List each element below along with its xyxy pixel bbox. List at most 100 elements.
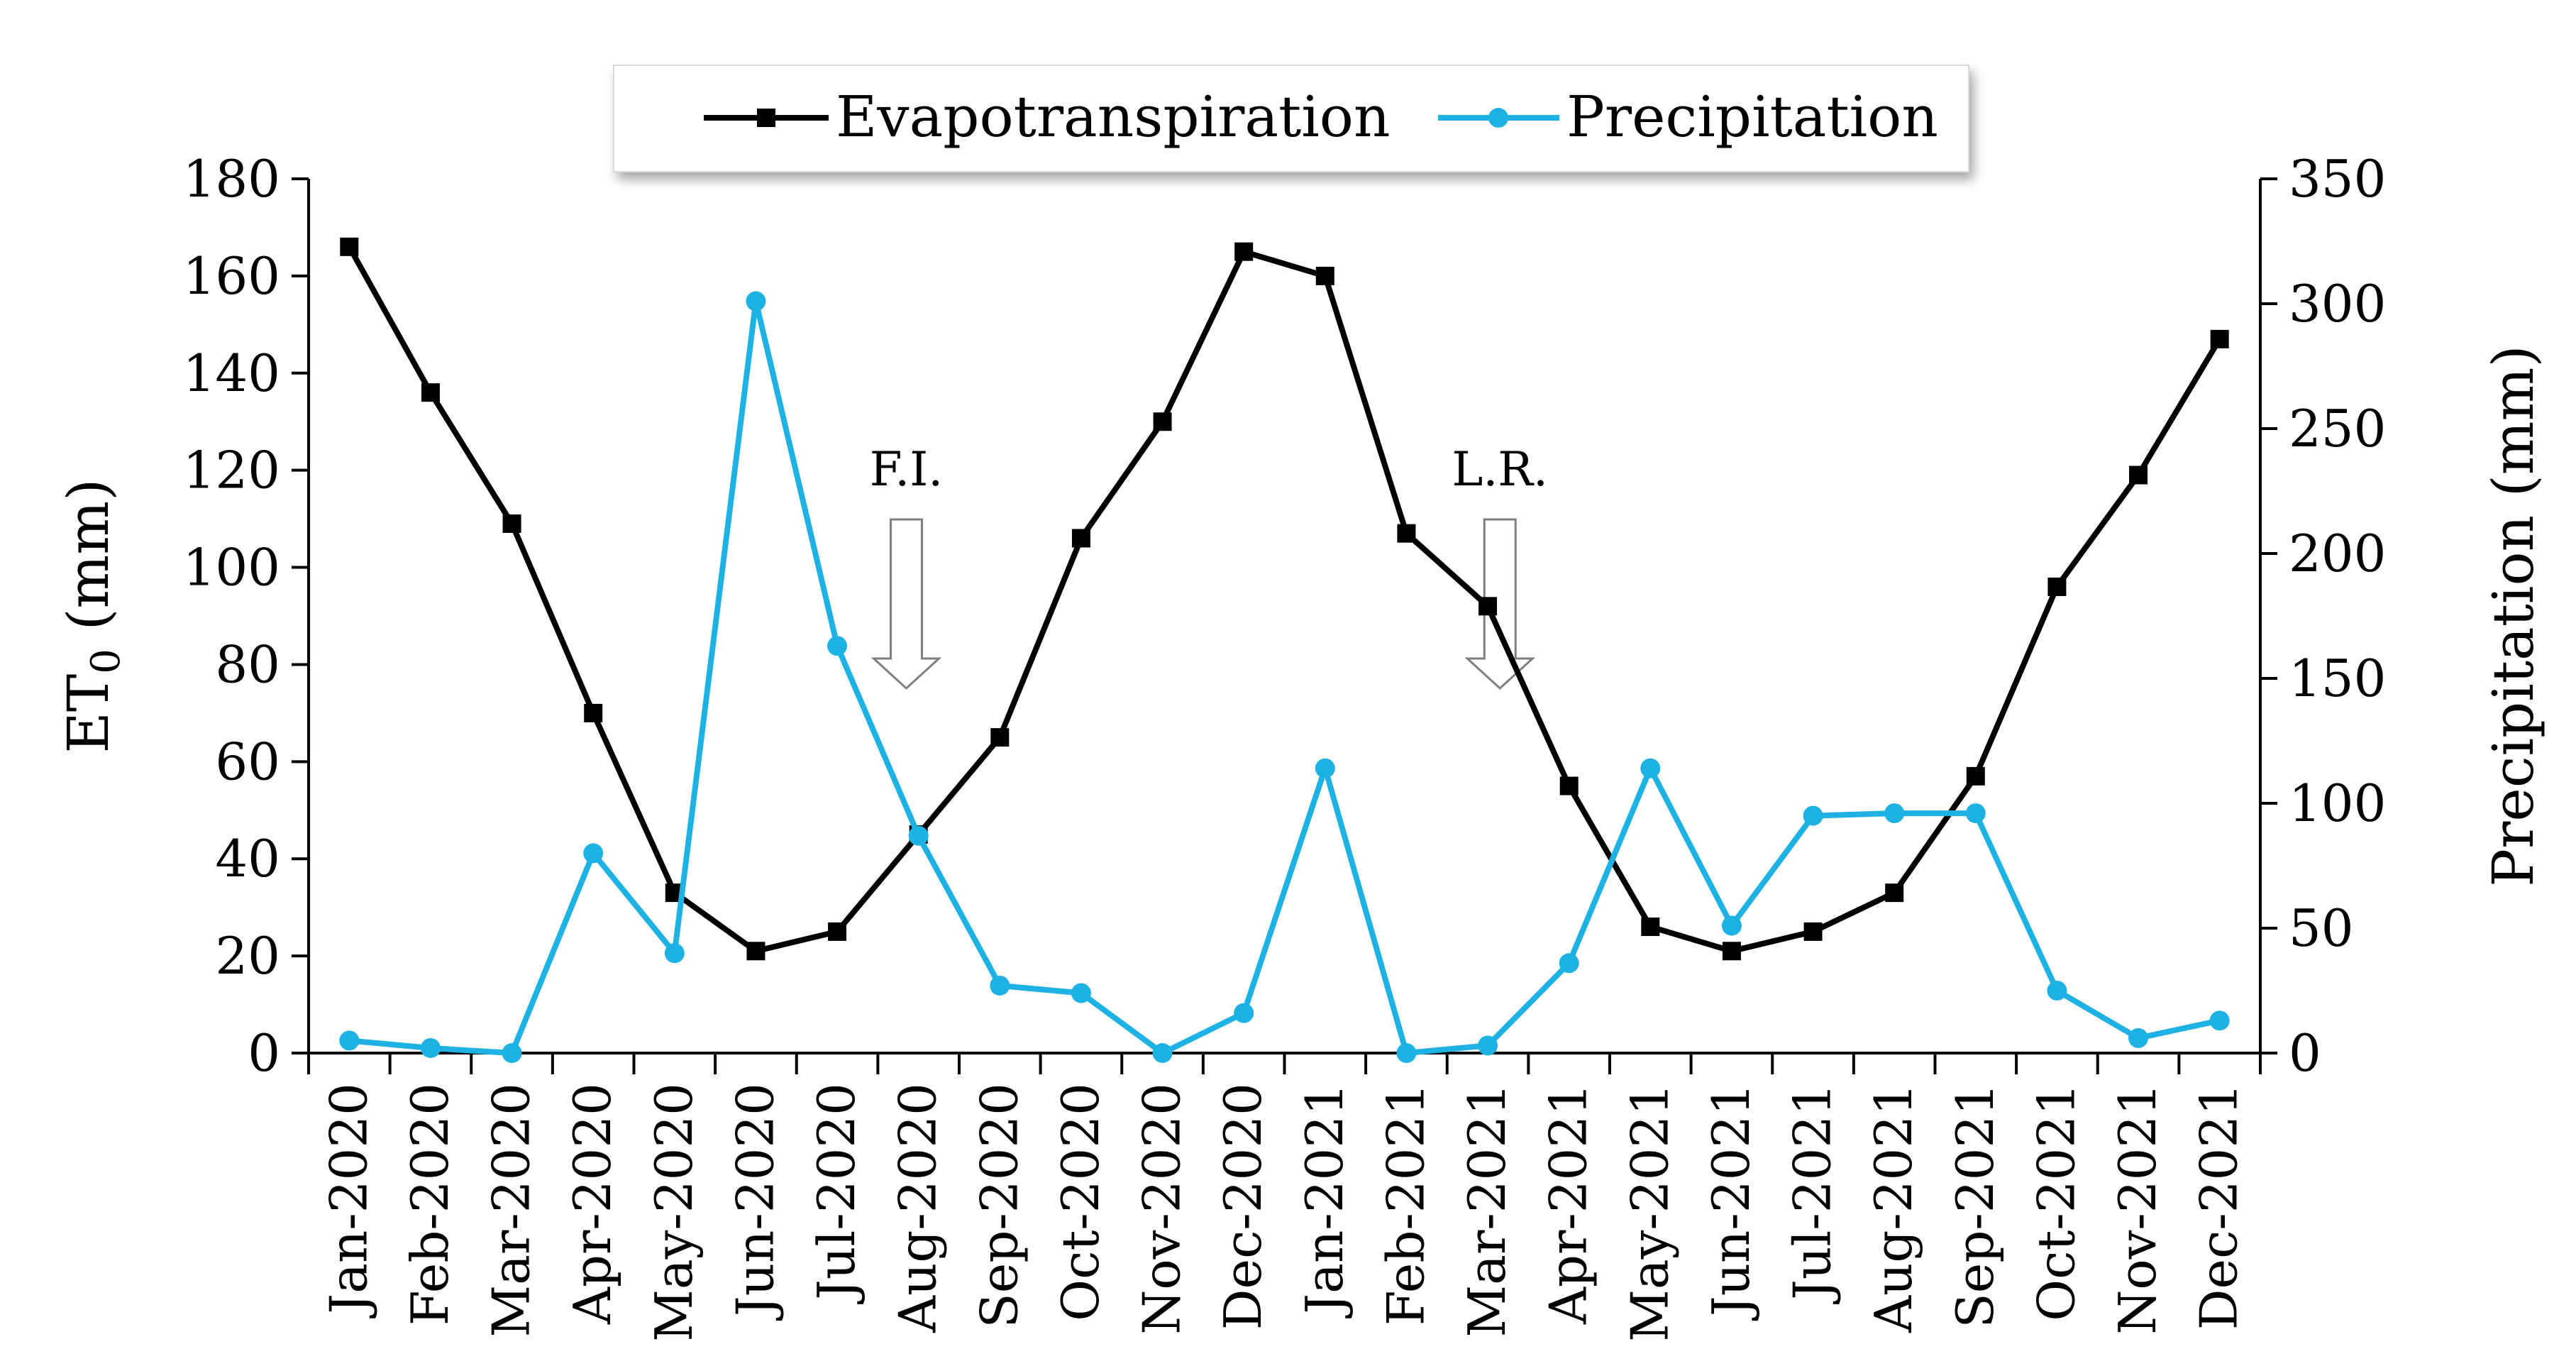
legend-label-evapotranspiration: Evapotranspiration [836, 84, 1390, 150]
y-axis-left-title: ET0 (mm) [55, 479, 129, 754]
x-category-label: Aug-2021 [1864, 1083, 1923, 1333]
point-precipitation [339, 1030, 360, 1051]
y-right-tick-label: 0 [2289, 1023, 2321, 1083]
point-precipitation [746, 291, 766, 312]
x-category-label: Apr-2021 [1539, 1083, 1598, 1325]
y-axis-right-title: Precipitation (mm) [2480, 345, 2546, 886]
point-precipitation [2128, 1028, 2149, 1048]
x-category-label: May-2021 [1620, 1083, 1679, 1342]
y-left-tick-label: 60 [215, 732, 280, 791]
point-precipitation [1478, 1035, 1498, 1056]
legend-label-precipitation: Precipitation [1566, 84, 1938, 150]
point-evapotranspiration [340, 237, 359, 256]
annotation-label-0: F.I. [870, 442, 944, 497]
point-evapotranspiration [990, 728, 1010, 747]
point-precipitation [1559, 953, 1579, 974]
point-precipitation [1803, 805, 1823, 826]
point-precipitation [1884, 803, 1905, 824]
x-category-label: Nov-2021 [2108, 1083, 2167, 1335]
x-category-label: Mar-2020 [482, 1083, 541, 1338]
y-right-tick-label: 250 [2289, 399, 2386, 458]
axes [307, 179, 2262, 1054]
x-category-label: Feb-2021 [1376, 1083, 1435, 1326]
point-evapotranspiration [2210, 329, 2229, 348]
y-left-tick-label: 40 [215, 829, 280, 888]
point-evapotranspiration [2129, 466, 2148, 485]
x-category-label: Sep-2021 [1945, 1083, 2005, 1328]
x-category-label: Feb-2020 [400, 1083, 460, 1326]
point-precipitation [1152, 1043, 1173, 1063]
series-line-precipitation [348, 298, 2221, 1056]
x-category-label: Jun-2020 [725, 1083, 785, 1321]
point-evapotranspiration [1397, 524, 1416, 543]
point-precipitation [502, 1043, 522, 1063]
point-precipitation [990, 975, 1010, 996]
point-precipitation [1965, 803, 1986, 824]
y-axis-left-ticks: 0 20 40 60 80 100 120 140 160 180 [183, 149, 309, 1083]
series-line-evapotranspiration [346, 245, 2223, 954]
y-left-tick-label: 100 [183, 538, 280, 597]
point-evapotranspiration [1803, 922, 1823, 941]
point-precipitation [2047, 981, 2067, 1001]
x-category-label: May-2020 [644, 1083, 704, 1342]
point-evapotranspiration [1478, 597, 1498, 616]
point-evapotranspiration [1966, 766, 1985, 786]
x-category-label: Oct-2021 [2026, 1083, 2086, 1321]
y-right-tick-label: 50 [2289, 898, 2354, 958]
y-left-tick-label: 180 [183, 149, 280, 209]
point-evapotranspiration [421, 383, 440, 402]
point-evapotranspiration [1315, 266, 1334, 285]
annotation-arrow-1 [1464, 518, 1536, 690]
y-left-tick-label: 140 [183, 343, 280, 403]
x-category-label: Sep-2020 [969, 1083, 1029, 1328]
point-evapotranspiration [746, 942, 765, 961]
point-precipitation [1396, 1043, 1417, 1063]
x-category-label: Jan-2021 [1295, 1083, 1354, 1319]
annotations: F.I. L.R. [870, 442, 1548, 690]
point-evapotranspiration [502, 514, 521, 533]
x-category-label: Jul-2021 [1783, 1083, 1842, 1305]
x-category-label: Mar-2021 [1457, 1083, 1517, 1338]
annotation-arrow-0 [870, 518, 942, 690]
legend: Evapotranspiration Precipitation [613, 65, 1969, 172]
point-precipitation [1234, 1003, 1254, 1023]
legend-box [613, 65, 1969, 172]
point-evapotranspiration [1153, 412, 1172, 431]
x-category-label: Oct-2020 [1051, 1083, 1110, 1321]
y-right-tick-label: 300 [2289, 274, 2386, 334]
point-precipitation [583, 843, 604, 864]
point-evapotranspiration [1559, 776, 1579, 795]
x-category-label: Dec-2021 [2189, 1083, 2249, 1330]
x-category-label: Jun-2021 [1701, 1083, 1761, 1321]
y-left-tick-label: 20 [215, 926, 280, 986]
y-right-tick-label: 150 [2289, 649, 2386, 708]
y-left-tick-label: 160 [183, 246, 280, 306]
y-left-tick-label: 0 [248, 1023, 280, 1083]
y-right-tick-label: 350 [2289, 149, 2386, 209]
y-axis-right-ticks: 0 50 100 150 200 250 300 350 [2260, 149, 2386, 1083]
point-precipitation [2209, 1010, 2230, 1031]
point-precipitation [908, 825, 929, 846]
x-axis-ticks: Jan-2020 Feb-2020 Mar-2020 Apr-2020 May-2020… [307, 1053, 2262, 1342]
y-right-tick-label: 100 [2289, 773, 2386, 833]
point-evapotranspiration [828, 922, 847, 941]
point-precipitation [1640, 758, 1661, 778]
point-precipitation [1071, 983, 1091, 1003]
point-evapotranspiration [1641, 918, 1660, 937]
y-left-tick-label: 80 [215, 634, 280, 694]
y-left-tick-label: 120 [183, 441, 280, 500]
y-right-tick-label: 200 [2289, 524, 2386, 583]
point-evapotranspiration [1722, 942, 1741, 961]
point-evapotranspiration [584, 703, 603, 722]
x-category-label: Dec-2020 [1213, 1083, 1273, 1330]
annotation-label-1: L.R. [1452, 442, 1548, 497]
legend-marker-evapotranspiration [757, 109, 775, 127]
point-precipitation [420, 1037, 441, 1058]
point-precipitation [827, 636, 848, 656]
point-evapotranspiration [2047, 577, 2067, 596]
x-category-label: Aug-2020 [888, 1083, 948, 1333]
x-category-label: Nov-2020 [1132, 1083, 1192, 1335]
x-category-label: Jul-2020 [807, 1083, 866, 1305]
point-evapotranspiration [1071, 529, 1090, 548]
